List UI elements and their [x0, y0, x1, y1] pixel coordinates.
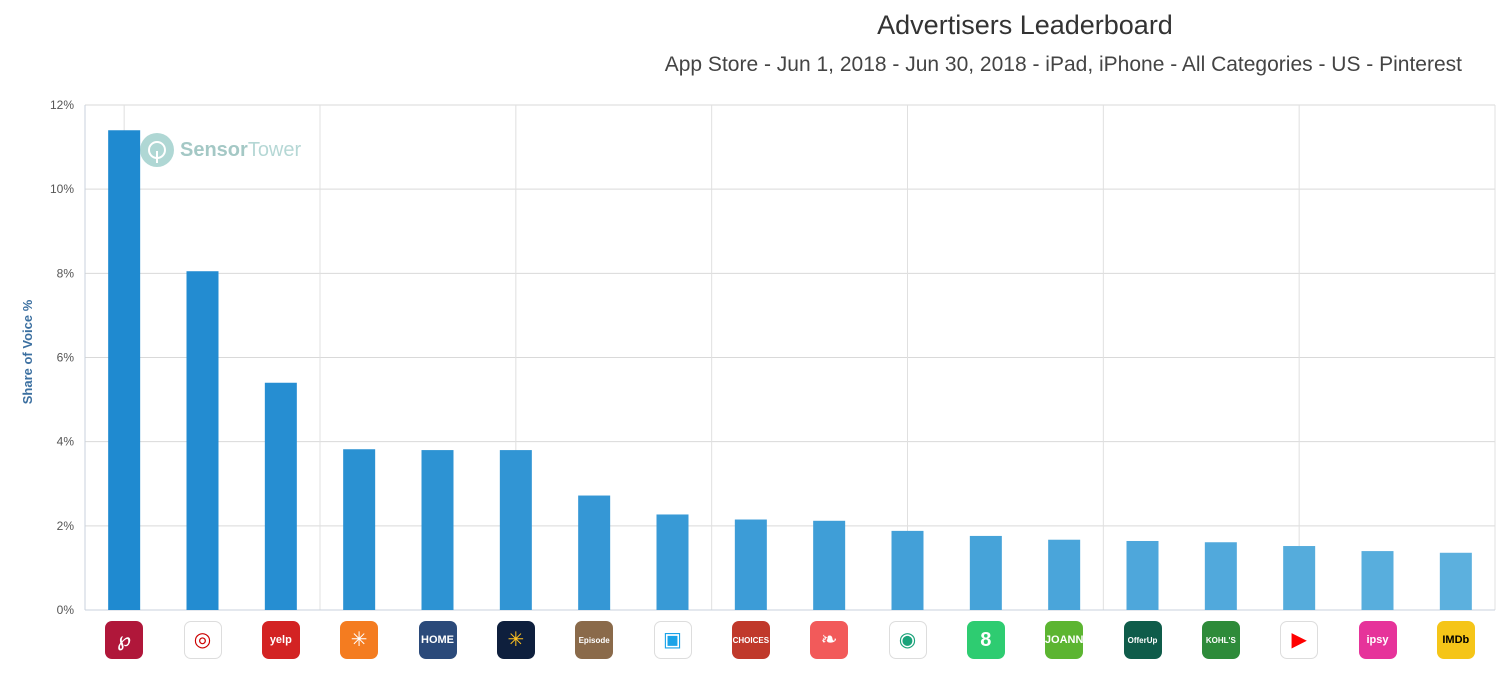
youtube-icon-glyph: ▶ [1291, 629, 1307, 651]
kohls-icon: KOHL'S [1201, 621, 1240, 659]
bar-choices [734, 519, 767, 610]
bar-imdb [1439, 552, 1472, 610]
bar-target [186, 271, 219, 610]
walmart-grocery-icon-glyph: ✳ [350, 629, 368, 651]
yelp-icon: yelp [261, 621, 300, 659]
pinterest-icon-glyph: ℘ [117, 629, 132, 651]
ipsy-icon: ipsy [1358, 621, 1397, 659]
hopper-icon: ❧ [810, 621, 849, 659]
pinterest-lens-icon: 8 [966, 621, 1005, 659]
joann-icon-glyph: JOANN [1045, 634, 1084, 646]
bar-pinterest-lens [969, 535, 1002, 610]
youtube-icon: ▶ [1280, 621, 1319, 659]
chart-subtitle: App Store - Jun 1, 2018 - Jun 30, 2018 -… [664, 53, 1462, 76]
sensortower-watermark: SensorTower [140, 132, 301, 168]
walmart-grocery-icon: ✳ [340, 621, 379, 659]
target-icon-glyph: ◎ [193, 629, 212, 651]
ipsy-icon-glyph: ipsy [1366, 634, 1389, 646]
bar-hopper [813, 520, 846, 610]
bar-episode [578, 495, 611, 610]
pinterest-lens-icon-glyph: 8 [980, 629, 992, 651]
walmart-icon: ✳ [496, 621, 535, 659]
walmart-icon-glyph: ✳ [507, 629, 525, 651]
yelp-icon-glyph: yelp [269, 634, 292, 646]
y-tick-label: 4% [57, 435, 75, 449]
imdb-icon-glyph: IMDb [1442, 634, 1470, 646]
hopper-icon-glyph: ❧ [820, 629, 838, 651]
choices-icon: CHOICES [731, 621, 770, 659]
y-tick-label: 8% [57, 266, 75, 280]
sensortower-logo-icon [140, 133, 174, 167]
bar-kohl-s [1204, 542, 1237, 610]
bar-yelp [264, 382, 297, 610]
bar-ipsy [1361, 551, 1394, 610]
offerup-icon: OfferUp [1123, 621, 1162, 659]
episode-icon-glyph: Episode [578, 635, 610, 645]
episode-icon: Episode [575, 621, 614, 659]
y-tick-label: 0% [57, 603, 75, 617]
y-tick-label: 10% [50, 182, 74, 196]
joann-icon: JOANN [1045, 621, 1084, 659]
target-icon: ◎ [183, 621, 222, 659]
app-store-icon-glyph: ▣ [663, 629, 682, 651]
watermark-brand-light: Tower [247, 138, 302, 161]
imdb-icon: IMDb [1436, 621, 1475, 659]
bar-joann [1048, 539, 1081, 610]
mint-icon: ◉ [888, 621, 927, 659]
bar-youtube [1283, 546, 1316, 610]
watermark-text: SensorTower [180, 139, 301, 162]
mint-icon-glyph: ◉ [898, 629, 917, 651]
bar-offerup [1126, 540, 1159, 610]
choices-icon-glyph: CHOICES [732, 635, 770, 645]
home-design-icon-glyph: HOME [421, 634, 454, 646]
home-design-icon: HOME [418, 621, 457, 659]
bar-app-store [656, 514, 689, 610]
watermark-brand-bold: Sensor [180, 138, 248, 161]
bar-walmart [499, 450, 532, 610]
y-tick-label: 2% [57, 519, 75, 533]
bar-home-design [421, 450, 454, 610]
y-tick-label: 12% [50, 98, 74, 112]
bar-mint [891, 530, 924, 610]
bar-pinterest [108, 130, 141, 610]
offerup-icon-glyph: OfferUp [1127, 635, 1158, 645]
app-store-icon: ▣ [653, 621, 692, 659]
pinterest-icon: ℘ [105, 621, 144, 659]
bar-walmart-grocery [343, 449, 376, 610]
kohls-icon-glyph: KOHL'S [1205, 635, 1236, 645]
y-tick-label: 6% [57, 351, 75, 365]
chart-title: Advertisers Leaderboard [877, 10, 1173, 40]
